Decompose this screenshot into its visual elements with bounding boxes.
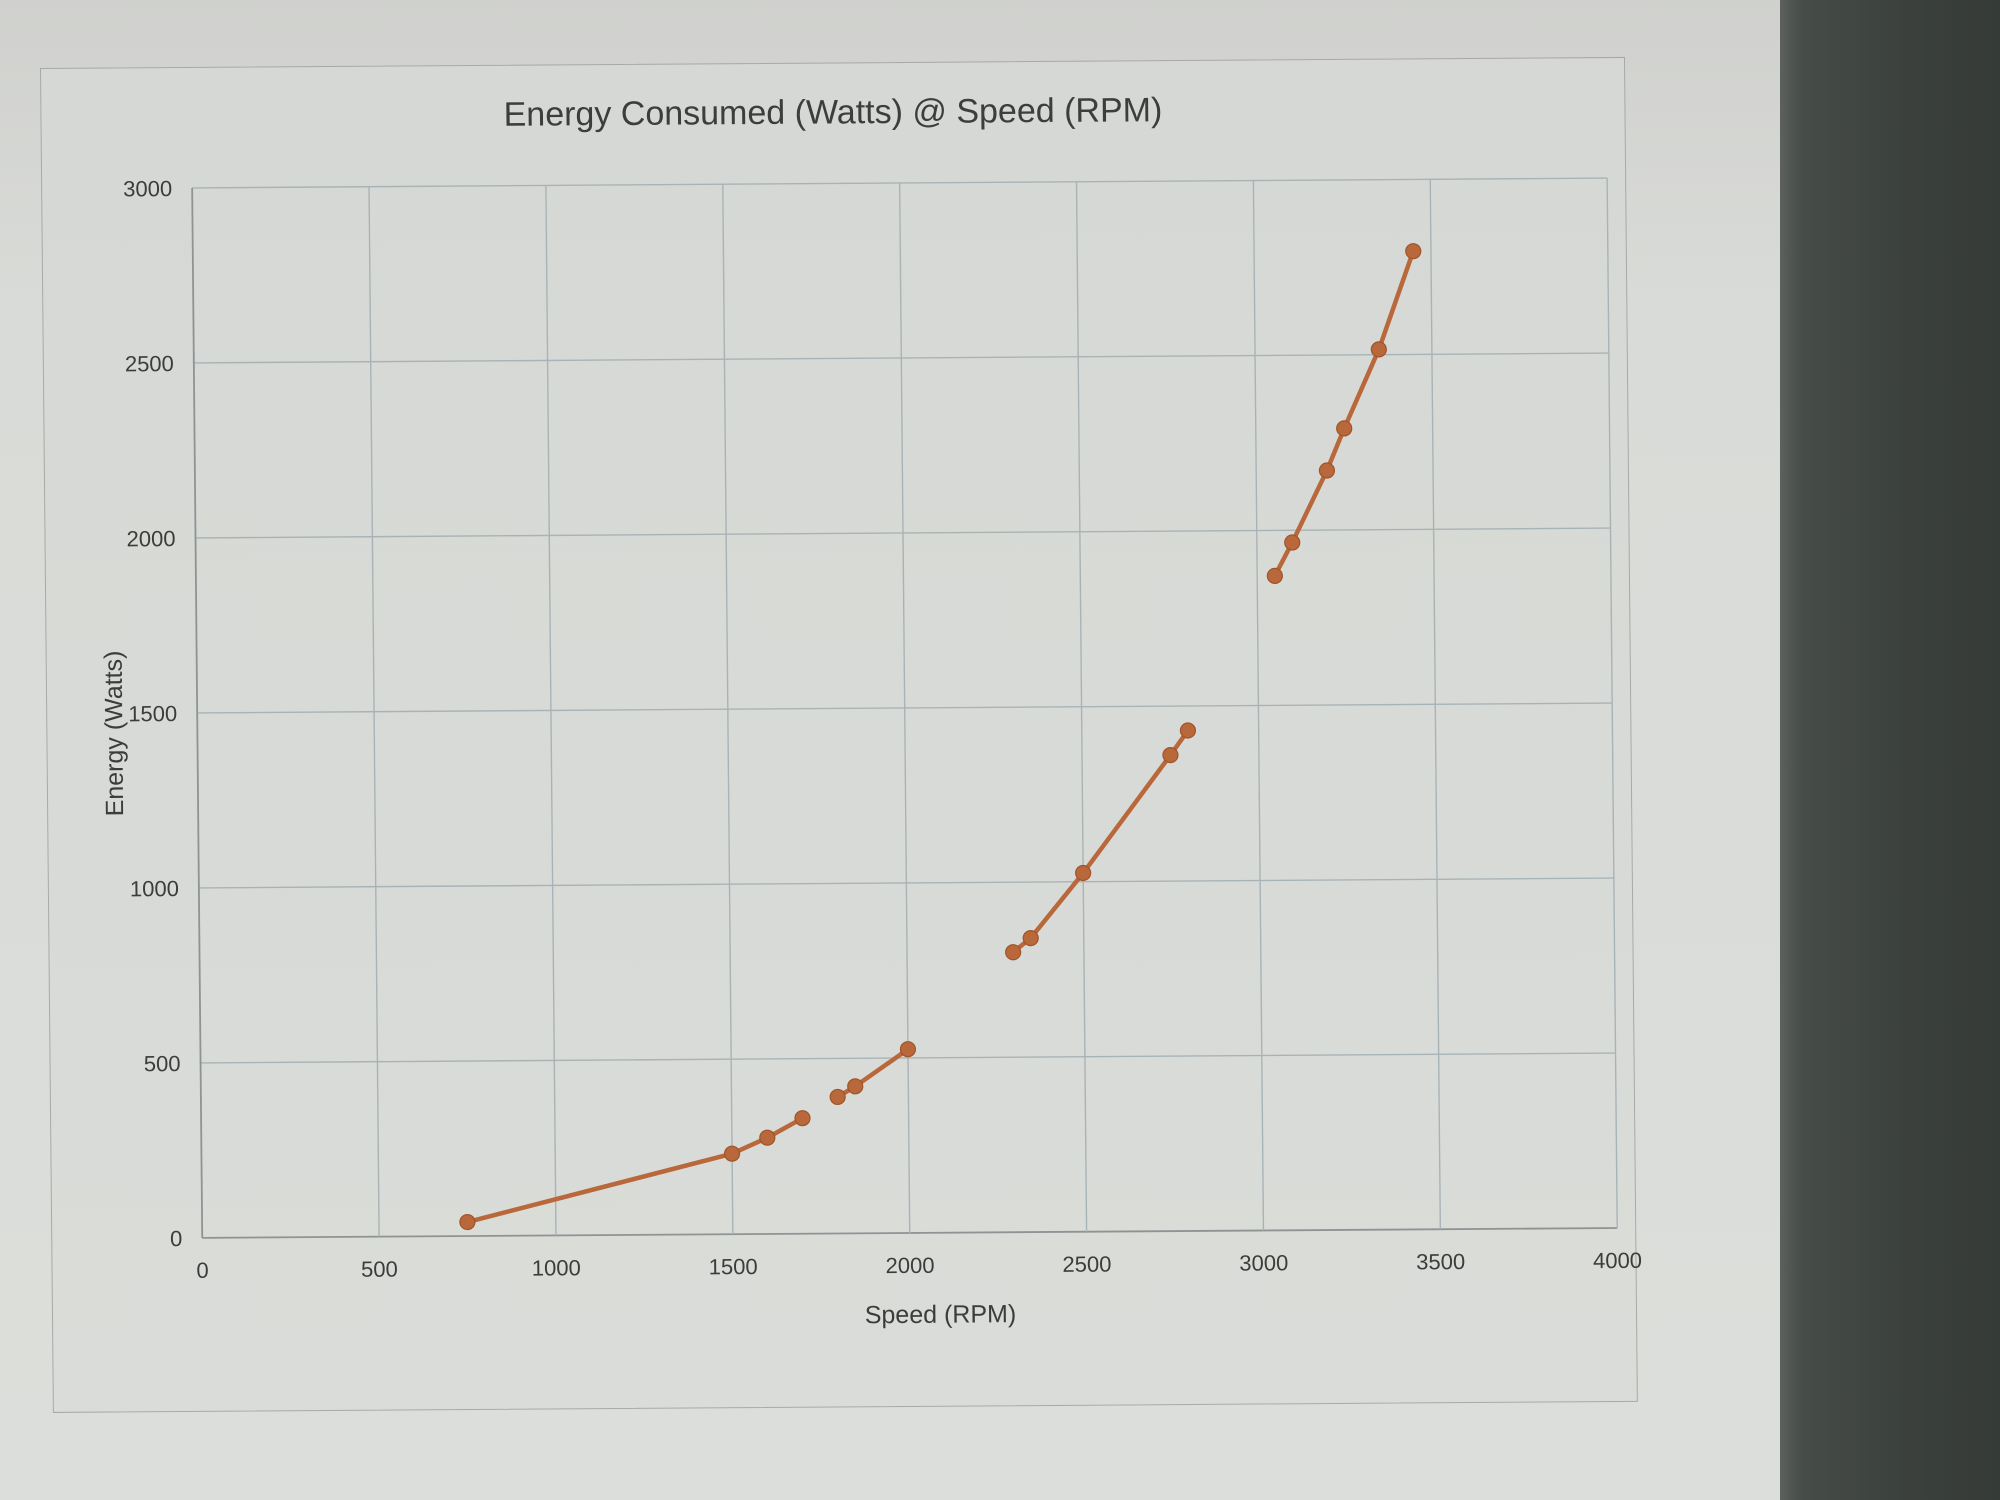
y-tick-label: 3000: [123, 176, 172, 201]
data-point: [1370, 341, 1387, 358]
data-point: [1284, 534, 1301, 551]
y-tick-label: 1500: [128, 701, 177, 726]
x-tick-label: 2500: [1062, 1252, 1111, 1277]
data-point: [723, 1145, 741, 1162]
data-point: [759, 1129, 776, 1146]
data-point: [1266, 567, 1283, 584]
data-series: [459, 243, 1422, 1231]
x-gridline: [898, 182, 911, 1233]
y-tick-label: 0: [170, 1226, 182, 1251]
data-point: [794, 1110, 811, 1127]
y-axis-line: [191, 187, 204, 1238]
gridlines: [191, 177, 1618, 1239]
x-gridline: [1429, 179, 1442, 1230]
x-gridline: [1075, 181, 1088, 1232]
y-tick-label: 1000: [130, 876, 179, 901]
data-point: [459, 1213, 476, 1231]
data-point: [1318, 462, 1336, 479]
tick-labels: 0 500 1000 1500 2000 2500 3000 0 500 1000 1500 2000…: [123, 176, 1642, 1283]
x-tick-label: 1000: [532, 1255, 581, 1280]
monitor-edge-shadow: [1780, 0, 2000, 1500]
data-point: [829, 1088, 846, 1106]
x-tick-label: 500: [361, 1257, 398, 1282]
x-tick-label: 1500: [709, 1254, 758, 1279]
y-tick-label: 2000: [126, 526, 175, 551]
data-point: [1179, 722, 1197, 739]
data-point: [1005, 944, 1022, 961]
x-gridline: [1606, 178, 1618, 1229]
x-tick-label: 3000: [1239, 1250, 1288, 1275]
x-gridline: [368, 186, 380, 1237]
data-point: [1405, 243, 1422, 260]
y-axis-title: Energy (Watts): [100, 651, 130, 817]
data-point: [1336, 420, 1353, 437]
x-gridline: [1252, 180, 1265, 1231]
x-gridline: [722, 184, 734, 1235]
x-tick-label: 4000: [1593, 1248, 1642, 1273]
plot-svg: 0 500 1000 1500 2000 2500 3000 0 500 1000 1500 2000…: [100, 176, 1643, 1329]
x-gridline: [545, 185, 557, 1236]
x-tick-label: 3500: [1416, 1249, 1465, 1274]
data-point: [847, 1078, 864, 1095]
x-tick-label: 0: [196, 1258, 208, 1283]
data-point: [1022, 930, 1039, 947]
x-axis-title: Speed (RPM): [865, 1300, 1017, 1329]
data-point: [1075, 864, 1092, 882]
series-line: [1011, 729, 1190, 954]
data-point: [1162, 747, 1179, 764]
series-line: [466, 1116, 804, 1225]
y-tick-label: 500: [144, 1051, 181, 1076]
data-point: [899, 1041, 917, 1058]
series-line: [1272, 250, 1416, 577]
series-line: [836, 1047, 910, 1099]
y-tick-label: 2500: [125, 351, 174, 376]
x-tick-label: 2000: [885, 1253, 934, 1278]
